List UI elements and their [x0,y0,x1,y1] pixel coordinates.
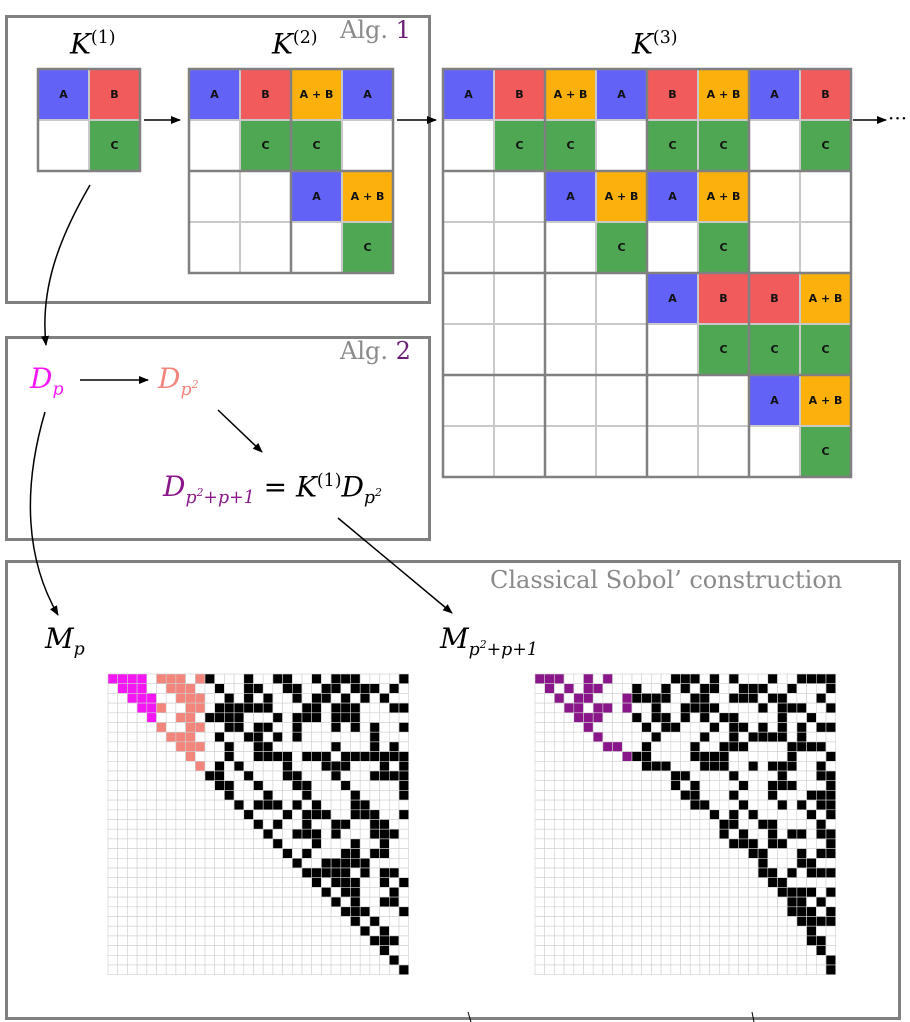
block-b: B [89,69,140,120]
k2-title: K(2) [272,27,318,61]
d-big-label: Dp2+p+1 [163,470,255,507]
block-ab: A + B [800,273,851,324]
alg2-label-number: 2 [395,337,411,365]
k1-symbol: K [70,27,91,61]
k1-title: K(1) [70,27,116,61]
k2-superscript: (2) [292,28,318,48]
dp-symbol: D [30,362,53,395]
block-empty [596,120,647,171]
dp2-symbol: D [158,362,181,395]
block-empty [443,273,494,324]
alg2-label-text: Alg. [340,337,388,365]
mp2p1-symbol: M [440,622,469,655]
dp-subscript: p [52,379,64,400]
block-c: C [800,426,851,477]
block-a: A [291,171,342,222]
block-c: C [494,120,545,171]
block-empty [38,120,89,171]
block-empty [749,171,800,222]
alg1-label-number: 1 [395,16,411,44]
mp-filled-cell [398,964,409,975]
d-big-symbol: D [163,470,186,504]
alg1-label-text: Alg. [340,16,388,44]
block-a: A [189,69,240,120]
arrow-dp2-to-eq [217,409,263,453]
k3-symbol: K [632,27,653,61]
alg1-label: Alg. 1 [340,16,411,44]
block-empty [647,375,698,426]
arrow-dp-to-mp [29,411,59,616]
k3-title: K(3) [632,27,678,61]
alg2-frame [5,336,431,541]
block-empty [443,375,494,426]
eq-d-subscript: p [363,487,376,508]
block-empty [800,171,851,222]
arrow-eq-to-mp2p1 [337,517,453,614]
block-ab: A + B [291,69,342,120]
block-empty [545,426,596,477]
d-big-sub-rest: +p+1 [203,487,255,508]
dp-label: Dp [30,365,64,399]
dp2-label: Dp2 [158,365,198,399]
block-c: C [800,324,851,375]
mp-subscript: p [73,639,85,660]
block-empty [443,426,494,477]
mp-label: Mp [45,625,85,659]
block-empty [698,426,749,477]
d-big-sub-p: p [185,487,197,508]
equation: Dp2+p+1 = K(1)Dp2 [163,470,382,508]
k2-symbol: K [272,27,293,61]
stray-tick-2 [751,1011,755,1022]
ellipsis: ··· [888,106,908,130]
eq-k-superscript: (1) [316,471,342,491]
block-c: C [89,120,140,171]
block-b: B [698,273,749,324]
block-empty [494,324,545,375]
block-empty [443,222,494,273]
dp2-subscript: p [180,379,192,400]
sobol-frame [5,560,901,1020]
arrow-k1-to-dp [41,184,91,346]
block-c: C [342,222,393,273]
block-empty [240,222,291,273]
mp2p1-label: Mp2+p+1 [440,625,538,659]
block-c: C [240,120,291,171]
block-empty [494,375,545,426]
equals-sign: = [263,470,288,504]
mp-symbol: M [45,622,74,655]
k1-border [36,67,142,173]
alg1-frame [5,15,431,304]
eq-d-symbol: D [341,470,364,504]
alg2-label: Alg. 2 [340,337,411,365]
eq-k-symbol: K [295,470,317,504]
sobol-label: Classical Sobol’ construction [490,566,843,594]
block-empty [749,426,800,477]
block-empty [647,426,698,477]
block-empty [494,426,545,477]
block-ab: A + B [596,171,647,222]
mp2p1-sub-rest: +p+1 [486,639,538,660]
k3-superscript: (3) [652,28,678,48]
d-big-sub-exponent: 2 [196,486,204,500]
mp2p1-sub-p: p [468,639,480,660]
dp2-exponent: 2 [191,377,199,391]
stray-tick-1 [467,1011,472,1022]
block-empty [494,171,545,222]
mp2p1-filled-cell [825,964,836,975]
block-empty [494,222,545,273]
eq-d-exponent: 2 [375,486,382,500]
k1-superscript: (1) [90,28,116,48]
block-empty [800,222,851,273]
block-empty [647,324,698,375]
mp2p1-sub-exponent: 2 [479,637,487,651]
block-empty [545,324,596,375]
block-empty [189,222,240,273]
